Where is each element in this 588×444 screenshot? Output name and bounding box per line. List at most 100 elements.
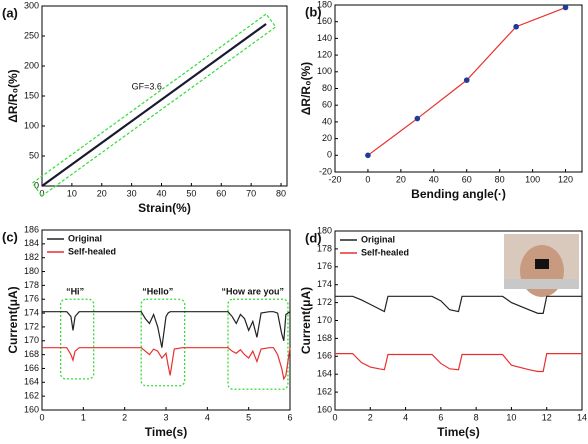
highlight-band (31, 13, 277, 197)
x-tick-label: 0 (365, 174, 370, 184)
x-tick-label: 4 (205, 412, 210, 422)
y-tick-label: 0 (327, 150, 332, 160)
x-tick-label: 20 (97, 188, 107, 198)
highlight-box (227, 298, 289, 390)
y-tick-label: 180 (317, 0, 332, 9)
x-tick-label: 0 (332, 412, 337, 422)
y-tick-label: 164 (24, 377, 39, 387)
y-tick-label: 180 (317, 225, 332, 235)
x-tick-label: 80 (276, 188, 286, 198)
y-tick-label: 176 (317, 261, 332, 271)
y-tick-label: 162 (317, 386, 332, 396)
x-tick-label: 0 (39, 188, 44, 198)
y-tick-label: 168 (317, 333, 332, 343)
y-tick-label: 164 (317, 369, 332, 379)
x-tick-label: 40 (429, 174, 439, 184)
x-tick-label: 30 (127, 188, 137, 198)
y-tick-label: 120 (317, 49, 332, 59)
plot-frame (41, 5, 288, 187)
x-tick-label: 2 (368, 412, 373, 422)
data-point (562, 4, 569, 11)
y-tick-label: 178 (317, 243, 332, 253)
y-tick-label: 174 (317, 279, 332, 289)
plot-frame (334, 4, 583, 173)
x-axis-title: Time(s) (145, 425, 187, 439)
x-tick-label: 4 (403, 412, 408, 422)
x-axis-title: Bending angle(·) (411, 187, 506, 201)
data-line (42, 347, 291, 381)
highlight-box (140, 298, 186, 387)
x-axis-title: Time(s) (437, 425, 479, 439)
photo-sensor (535, 259, 549, 269)
y-axis-title: ΔR/R₀(%) (6, 69, 20, 122)
y-tick-label: 186 (24, 224, 39, 234)
panel-label: (c) (2, 229, 18, 244)
y-tick-label: 20 (322, 133, 332, 143)
x-tick-label: 80 (495, 174, 505, 184)
x-tick-label: 1 (81, 412, 86, 422)
data-point (463, 77, 470, 83)
photo-shirt (504, 279, 579, 289)
x-tick-label: 8 (474, 412, 479, 422)
x-tick-label: 10 (506, 412, 516, 422)
photo-neck (520, 245, 564, 297)
y-tick-label: 160 (317, 16, 332, 26)
legend-label: Original (68, 233, 102, 243)
y-tick-label: 178 (24, 280, 39, 290)
y-axis-title: Current(μA) (299, 287, 313, 354)
x-tick-label: 2 (122, 412, 127, 422)
x-tick-label: 10 (67, 188, 77, 198)
legend-label: Self-healed (68, 246, 116, 256)
panel-label: (a) (2, 5, 18, 20)
y-tick-label: 80 (322, 83, 332, 93)
y-tick-label: 166 (24, 363, 39, 373)
x-tick-label: 14 (577, 412, 587, 422)
y-axis-title: Current(μA) (6, 286, 20, 353)
plot-frame (41, 229, 291, 411)
y-tick-label: 100 (317, 66, 332, 76)
annotation: “Hi” (66, 287, 84, 297)
y-tick-label: 300 (24, 0, 39, 10)
data-point (414, 115, 421, 122)
data-line (335, 353, 582, 373)
inset-photo (504, 234, 579, 297)
y-tick-label: 166 (317, 351, 332, 361)
y-tick-label: 60 (322, 100, 332, 110)
y-tick-label: 50 (29, 150, 39, 160)
x-tick-label: -20 (328, 174, 341, 184)
x-tick-label: 6 (287, 412, 292, 422)
y-tick-label: 150 (24, 90, 39, 100)
legend-label: Self-healed (361, 247, 409, 257)
y-tick-label: -20 (319, 166, 332, 176)
y-tick-label: 182 (24, 252, 39, 262)
plot-frame (334, 230, 583, 411)
data-line (335, 295, 582, 314)
y-tick-label: 140 (317, 33, 332, 43)
x-tick-label: 12 (542, 412, 552, 422)
data-line (41, 23, 267, 187)
x-tick-label: 40 (157, 188, 167, 198)
x-tick-label: 120 (558, 174, 573, 184)
y-tick-label: 184 (24, 238, 39, 248)
data-point (513, 23, 519, 30)
annotation: “Hello” (142, 287, 173, 297)
y-tick-label: 172 (24, 321, 39, 331)
y-axis-title: ΔR/R₀(%) (299, 62, 313, 115)
x-tick-label: 100 (525, 174, 540, 184)
highlight-box (59, 298, 95, 380)
annotation: GF=3.6 (132, 81, 162, 91)
x-tick-label: 60 (216, 188, 226, 198)
x-tick-label: 5 (246, 412, 251, 422)
y-tick-label: 180 (24, 266, 39, 276)
panel-label: (d) (305, 230, 322, 245)
y-tick-label: 170 (24, 335, 39, 345)
x-tick-label: 3 (163, 412, 168, 422)
y-tick-label: 168 (24, 349, 39, 359)
x-tick-label: 50 (186, 188, 196, 198)
x-tick-label: 6 (438, 412, 443, 422)
x-tick-label: 70 (246, 188, 256, 198)
y-tick-label: 40 (322, 116, 332, 126)
data-line (42, 311, 291, 348)
annotation: “How are you” (222, 287, 285, 297)
